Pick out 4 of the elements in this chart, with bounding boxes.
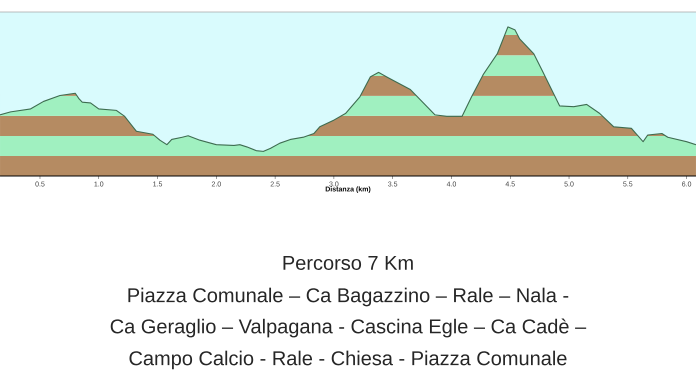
text: Campo Calcio - Rale - Chiesa - Piazza Comunale [129, 350, 567, 370]
text: Ca Geraglio – Valpagana - Cascina Egle – Ca Cadè – [110, 318, 586, 338]
text: Percorso 7 Km [284, 256, 413, 270]
text: Piazza Comunale – Ca Bagazzino – Rale – Nala - [128, 288, 568, 306]
